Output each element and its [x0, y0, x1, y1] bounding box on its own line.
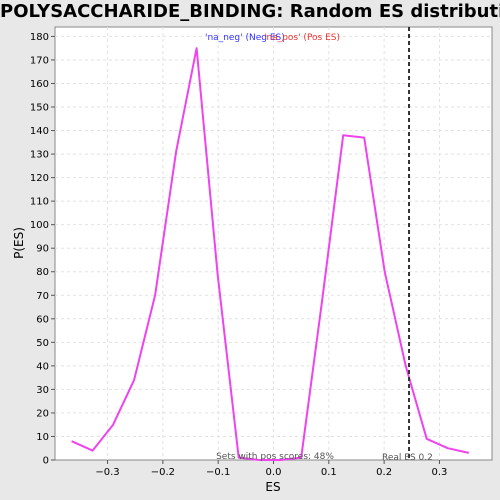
y-tick-label: 120	[30, 173, 49, 184]
series-layer	[71, 47, 470, 461]
y-tick-label: 50	[36, 338, 49, 349]
y-tick-label: 90	[36, 244, 49, 255]
annotations: Sets with pos scores: 48% Real ES 0.2	[216, 27, 433, 463]
y-tick-label: 70	[36, 291, 49, 302]
grid	[55, 27, 492, 460]
pos-scores-annotation: Sets with pos scores: 48%	[216, 452, 334, 462]
y-tick-label: 150	[30, 103, 49, 114]
x-tick-label: −0.3	[95, 467, 119, 478]
y-axis-label: P(ES)	[12, 227, 26, 259]
y-tick-label: 0	[43, 456, 49, 467]
x-tick-label: 0.3	[431, 467, 447, 478]
y-tick-label: 60	[36, 314, 49, 325]
y-tick-label: 140	[30, 126, 49, 137]
chart-title: POLYSACCHARIDE_BINDING: Random ES distri…	[0, 1, 500, 22]
y-tick-label: 40	[36, 361, 49, 372]
y-tick-label: 10	[36, 432, 49, 443]
series-line	[71, 47, 470, 461]
x-tick-label: 0.2	[376, 467, 392, 478]
y-tick-label: 110	[30, 197, 49, 208]
y-tick-label: 160	[30, 79, 49, 90]
y-tick-label: 30	[36, 385, 49, 396]
x-tick-label: −0.1	[206, 467, 230, 478]
y-tick-label: 20	[36, 408, 49, 419]
y-tick-label: 80	[36, 267, 49, 278]
y-tick-label: 180	[30, 32, 49, 43]
legend: 'na_neg' (Neg ES)'na_pos' (Pos ES)	[205, 33, 340, 43]
x-axis-label: ES	[265, 480, 280, 494]
x-tick-label: 0.0	[266, 467, 282, 478]
x-tick-label: −0.2	[151, 467, 175, 478]
ticks: 0 10 20 30 40 50 60 70 80 90 100 110 120 130 140 150 160…	[30, 32, 447, 478]
legend-entry-pos: 'na_pos' (Pos ES)	[264, 33, 340, 43]
legend-entry-neg: 'na_neg' (Neg ES)	[205, 33, 285, 43]
real-es-annotation: Real ES 0.2	[382, 453, 433, 463]
y-tick-label: 100	[30, 220, 49, 231]
x-tick-label: 0.1	[321, 467, 337, 478]
y-tick-label: 170	[30, 55, 49, 66]
y-tick-label: 130	[30, 150, 49, 161]
